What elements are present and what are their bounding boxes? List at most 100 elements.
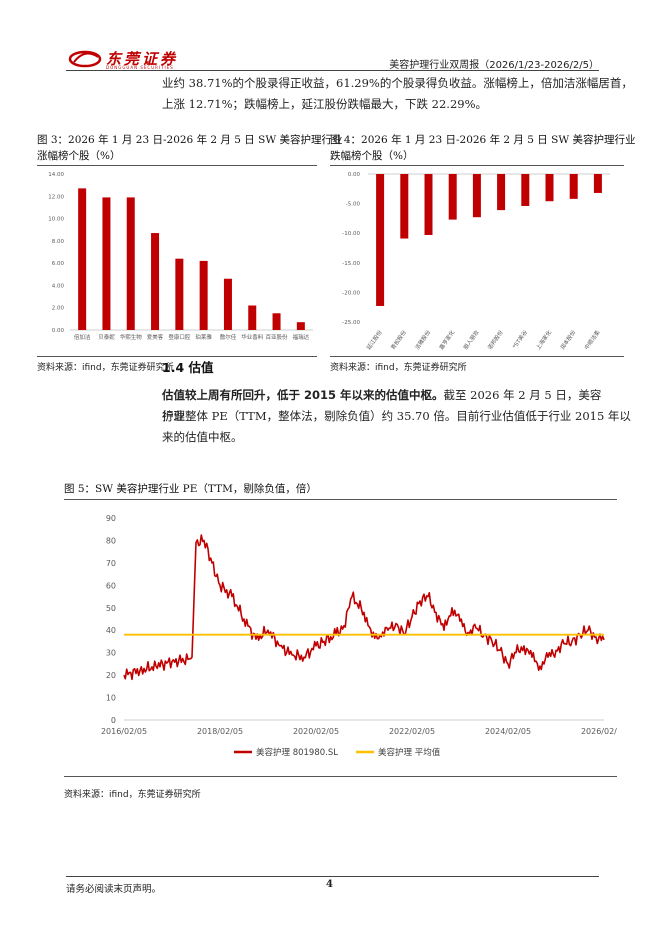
y-tick-label: 2.00 bbox=[52, 306, 65, 312]
valuation-line-3: 来的估值中枢。 bbox=[162, 430, 243, 444]
y-tick-label: 70 bbox=[106, 559, 116, 568]
y-tick-label: 0.00 bbox=[52, 328, 65, 334]
bar bbox=[472, 174, 481, 218]
figure4-top-rule bbox=[330, 165, 624, 166]
bar bbox=[78, 188, 87, 330]
bar bbox=[593, 174, 602, 193]
y-tick-label: -15.00 bbox=[342, 261, 360, 267]
x-tick-label: 贝泰妮 bbox=[98, 333, 115, 341]
footer-disclaimer: 请务必阅读末页声明。 bbox=[66, 884, 162, 895]
x-tick-label: 倍加洁 bbox=[74, 333, 91, 341]
valuation-line-2: 行业整体 PE（TTM，整体法，剔除负值）约 35.70 倍。目前行业估值低于行… bbox=[162, 409, 631, 423]
y-tick-label: -25.00 bbox=[342, 320, 360, 326]
figure3-caption-line1: 图 3：2026 年 1 月 23 日-2026 年 2 月 5 日 SW 美容… bbox=[37, 134, 343, 146]
gainers-bar-chart: 0.00 2.00 4.00 6.00 8.00 10.00 12.00 14.00 倍加洁 贝泰… bbox=[48, 172, 313, 341]
x-tick-label: 洁雅股份 bbox=[413, 328, 432, 351]
figure4-bottom-rule bbox=[330, 356, 624, 357]
x-tick-label: 润本股份 bbox=[558, 328, 577, 351]
bar bbox=[248, 305, 257, 330]
page-number: 4 bbox=[326, 879, 333, 890]
y-tick-label: 80 bbox=[106, 536, 116, 545]
logo-text: 东莞证券 bbox=[106, 50, 179, 68]
bar bbox=[102, 197, 111, 330]
bar bbox=[400, 174, 409, 239]
figure3-caption-line2: 涨幅榜个股（%） bbox=[37, 150, 121, 162]
bar bbox=[296, 322, 305, 330]
bar bbox=[272, 313, 281, 330]
valuation-line-1-rest: 截至 2026 年 2 月 5 日，美容护理 bbox=[162, 388, 602, 423]
x-tick-label: 敷尔佳 bbox=[220, 333, 237, 341]
x-tick-label: 2018/02/05 bbox=[197, 727, 243, 736]
report-header-title: 美容护理行业双周报（2026/1/23-2026/2/5） bbox=[389, 60, 599, 71]
x-tick-label: 上海家化 bbox=[534, 328, 553, 351]
figure4-source: 资料来源：ifind，东莞证券研究所 bbox=[330, 363, 467, 373]
y-tick-label: -5.00 bbox=[346, 202, 361, 208]
y-tick-label: 0 bbox=[111, 716, 116, 725]
y-tick-label: -20.00 bbox=[342, 290, 360, 296]
x-tick-label: 华熙生物 bbox=[120, 333, 143, 341]
y-tick-label: 90 bbox=[106, 514, 116, 523]
intro-line-1: 业约 38.71%的个股录得正收益，61.29%的个股录得负收益。涨幅榜上，倍加… bbox=[162, 76, 633, 90]
figure3-source: 资料来源：ifind，东莞证券研究所 bbox=[37, 363, 174, 373]
x-tick-label: 诺邦股份 bbox=[486, 328, 505, 351]
figure5-top-rule bbox=[64, 499, 617, 500]
intro-line-2: 上涨 12.71%；跌幅榜上，延江股份跌幅最大，下跌 22.29%。 bbox=[162, 97, 488, 111]
figure3-bottom-rule bbox=[37, 356, 317, 357]
x-tick-label: 2020/02/05 bbox=[293, 727, 339, 736]
y-tick-label: 4.00 bbox=[52, 283, 65, 289]
figure5-caption: 图 5：SW 美容护理行业 PE（TTM，剔除负值，倍） bbox=[64, 483, 317, 495]
legend-label-average: 美容护理 平均值 bbox=[378, 747, 441, 758]
x-tick-label: 延江股份 bbox=[365, 328, 384, 351]
x-tick-label: 青松股份 bbox=[389, 328, 408, 351]
bar bbox=[545, 174, 554, 202]
y-tick-label: 40 bbox=[106, 626, 116, 635]
bar bbox=[199, 260, 208, 330]
footer-divider bbox=[66, 876, 599, 877]
figure4-caption-line2: 跌幅榜个股（%） bbox=[330, 150, 414, 162]
logo-icon bbox=[68, 50, 102, 68]
y-tick-label: 10.00 bbox=[48, 217, 64, 223]
y-tick-label: 60 bbox=[106, 581, 116, 590]
figure3-top-rule bbox=[37, 165, 317, 166]
y-tick-label: 8.00 bbox=[52, 239, 65, 245]
bar bbox=[376, 174, 385, 306]
x-tick-label: 华业香料 bbox=[241, 333, 264, 341]
x-tick-label: 丽人丽妆 bbox=[461, 328, 480, 351]
y-tick-label: 50 bbox=[106, 604, 116, 613]
y-tick-label: -10.00 bbox=[342, 231, 360, 237]
y-tick-label: 14.00 bbox=[48, 172, 64, 178]
x-tick-label: 2022/02/05 bbox=[389, 727, 435, 736]
x-tick-label: 2016/02/05 bbox=[101, 727, 147, 736]
bar bbox=[175, 258, 184, 330]
figure5-bottom-rule bbox=[64, 776, 617, 777]
legend-label-pe: 美容护理 801980.SL bbox=[256, 747, 338, 758]
x-tick-label: 百亚股份 bbox=[266, 333, 289, 341]
header-divider bbox=[66, 70, 599, 71]
x-tick-label: 2026/02/05 bbox=[581, 727, 617, 736]
logo-subtext: DONGGUAN SECURITIES bbox=[106, 65, 174, 70]
x-tick-label: 嘉亨家化 bbox=[437, 328, 456, 351]
bar bbox=[126, 197, 135, 330]
losers-bar-chart: 0.00 -5.00 -10.00 -15.00 -20.00 -25.00 延江股份 青松股… bbox=[342, 172, 610, 351]
x-tick-label: 2024/02/05 bbox=[485, 727, 531, 736]
bar bbox=[521, 174, 530, 206]
pe-line-chart: 0 10 20 30 40 50 60 70 80 90 2016/02/05 2018/02/05 2… bbox=[101, 514, 617, 758]
bar bbox=[448, 174, 457, 220]
figure4-caption: 图 4：2026 年 1 月 23 日-2026 年 2 月 5 日 SW 美容… bbox=[330, 132, 635, 164]
valuation-bold-lead: 估值较上周有所回升，低于 2015 年以来的估值中枢。 bbox=[162, 388, 444, 402]
x-tick-label: 福瑞达 bbox=[293, 333, 310, 341]
y-tick-label: 30 bbox=[106, 649, 116, 658]
bar bbox=[223, 278, 232, 330]
valuation-line-1: 估值较上周有所回升，低于 2015 年以来的估值中枢。截至 2026 年 2 月… bbox=[162, 385, 602, 426]
company-logo: 东莞证券 DONGGUAN SECURITIES bbox=[66, 48, 206, 70]
section-heading: 1.4 估值 bbox=[162, 360, 214, 375]
figure4-caption-line1: 图 4：2026 年 1 月 23 日-2026 年 2 月 5 日 SW 美容… bbox=[330, 134, 636, 146]
y-tick-label: 0.00 bbox=[348, 172, 361, 178]
x-tick-label: 登康口腔 bbox=[168, 333, 191, 341]
figure3-caption: 图 3：2026 年 1 月 23 日-2026 年 2 月 5 日 SW 美容… bbox=[37, 132, 342, 164]
figure5-source: 资料来源：ifind，东莞证券研究所 bbox=[64, 790, 201, 800]
bar bbox=[424, 174, 433, 235]
x-tick-label: 爱美客 bbox=[147, 333, 164, 341]
pe-series-line bbox=[123, 534, 605, 681]
x-tick-label: 中顺洁柔 bbox=[582, 328, 601, 351]
